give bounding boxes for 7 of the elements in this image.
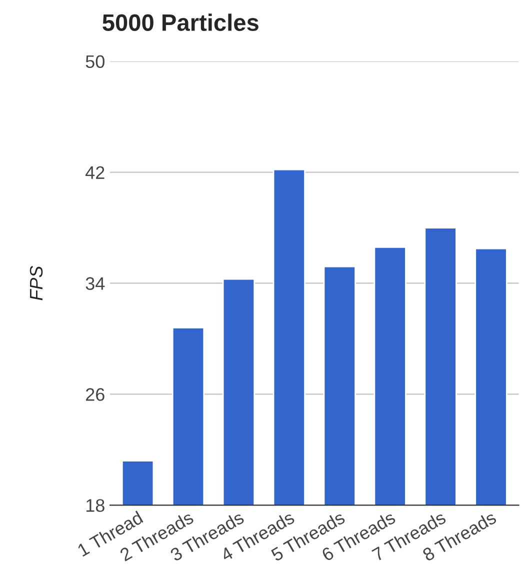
- y-axis-title: FPS: [30, 266, 43, 300]
- y-tick-label: 34: [86, 277, 105, 290]
- y-tick-label: 26: [86, 388, 104, 401]
- y-tick-label: 42: [86, 166, 104, 179]
- y-tick-label: 18: [86, 499, 104, 512]
- chart-title: 5000 Particles: [102, 14, 258, 31]
- y-tick-label: 50: [86, 55, 104, 68]
